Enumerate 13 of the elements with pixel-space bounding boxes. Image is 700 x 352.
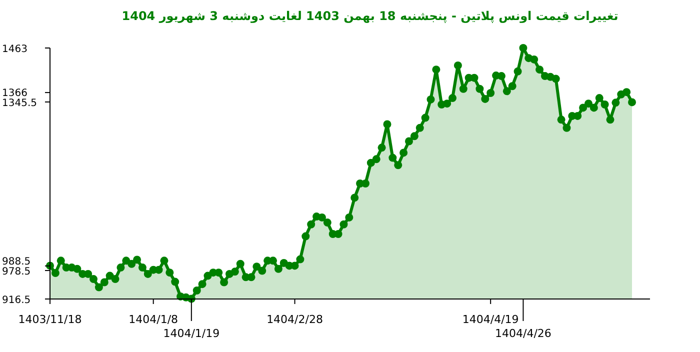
x-tick-label: 1404/4/26 (495, 327, 552, 340)
y-tick-label: 1463 (2, 44, 28, 55)
x-tick-label: 1404/4/19 (462, 313, 519, 326)
y-tick-label: 988.5 (2, 256, 31, 268)
x-tick-label: 1404/1/19 (163, 327, 220, 340)
y-tick-label: 1345.5 (2, 98, 37, 109)
x-tick-label: 1404/2/28 (266, 313, 323, 326)
y-tick-label: 978.5 (2, 266, 31, 278)
y-tick-label: 916.5 (2, 295, 31, 306)
y-tick-label: 1366 (2, 88, 28, 99)
x-tick-label: 1403/11/18 (18, 313, 82, 326)
x-tick-label: 1404/1/8 (128, 313, 178, 326)
chart-title: تغییرات قیمت اونس پلاتین - پنجشنبه 18 بهمن 1403 لغایت دوشنبه 3 شهریور 1404 (122, 9, 618, 23)
